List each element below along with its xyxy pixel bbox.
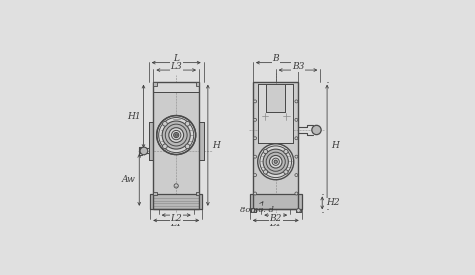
Circle shape [254,155,256,158]
Text: H2: H2 [326,198,340,207]
Bar [250,194,302,209]
Circle shape [295,118,298,121]
Text: H: H [331,141,339,150]
Circle shape [175,134,177,136]
Circle shape [162,121,190,149]
Bar [150,194,202,209]
Circle shape [295,155,298,158]
Bar [153,82,199,92]
Circle shape [284,149,288,154]
Bar [153,82,199,92]
Text: B1: B1 [269,219,282,228]
Bar [253,82,298,209]
Circle shape [185,122,190,126]
Bar [253,82,298,209]
Circle shape [284,170,288,174]
Bar [295,209,302,212]
Text: H1: H1 [127,112,140,121]
Bar [153,82,199,209]
Circle shape [264,149,268,154]
Circle shape [254,118,256,121]
Text: L1: L1 [171,219,182,228]
Text: L3: L3 [171,62,182,71]
Circle shape [174,184,178,188]
Circle shape [312,125,321,135]
Circle shape [254,192,256,195]
Text: L2: L2 [171,214,182,223]
Circle shape [157,116,196,155]
Circle shape [251,209,255,212]
Circle shape [162,122,167,126]
Circle shape [274,160,277,163]
Circle shape [269,155,282,168]
Bar [266,84,285,112]
Circle shape [264,170,268,174]
Text: L: L [173,54,179,63]
Bar [150,194,202,209]
Bar [149,122,153,161]
Bar [266,84,285,112]
Bar [258,84,294,143]
Text: B3: B3 [292,62,304,71]
Bar [153,82,199,209]
Bar [258,84,294,143]
Text: B: B [273,54,279,63]
Bar [250,209,256,212]
Circle shape [162,144,167,149]
Circle shape [254,137,256,140]
Bar [196,82,199,86]
Circle shape [258,144,294,180]
Bar [199,122,204,161]
Circle shape [296,209,300,212]
Circle shape [140,147,148,155]
Circle shape [169,128,184,142]
Bar [196,192,199,195]
Text: Aw: Aw [122,175,135,184]
Circle shape [263,149,288,174]
Circle shape [295,192,298,195]
Text: 8отв. d: 8отв. d [240,202,274,214]
Text: H: H [212,141,219,150]
Circle shape [174,133,179,138]
Circle shape [295,100,298,103]
Circle shape [254,100,256,103]
Bar [199,122,204,161]
Circle shape [295,174,298,177]
Circle shape [185,144,190,149]
Bar [149,122,153,161]
Bar [153,82,157,86]
Bar [153,192,157,195]
Text: B2: B2 [269,214,282,223]
Circle shape [295,137,298,140]
Circle shape [254,174,256,177]
